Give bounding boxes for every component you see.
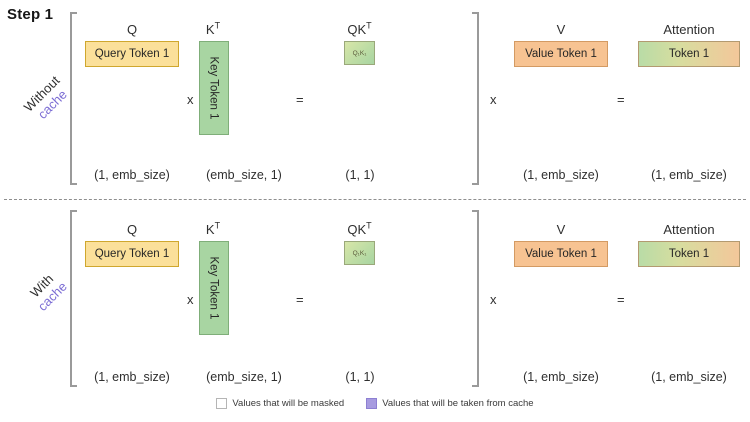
- matrix-q-header-top: Q: [126, 22, 138, 37]
- legend-item-masked: Values that will be masked: [216, 398, 344, 409]
- legend: Values that will be masked Values that w…: [0, 398, 750, 409]
- query-token-box-bottom: Query Token 1: [85, 241, 179, 267]
- matrix-v-header-bottom: V: [556, 222, 566, 237]
- attention-token-label-bottom: Token 1: [668, 248, 710, 260]
- qk-score-box-bottom: Q₁K₁: [344, 241, 375, 265]
- value-token-label-top: Value Token 1: [525, 48, 597, 60]
- matrix-kt-bottom: KT Key Token 1: [199, 220, 229, 335]
- matrix-v-header-top: V: [556, 22, 566, 37]
- matrix-q-bottom: Q Query Token 1: [85, 222, 179, 267]
- key-token-box-bottom: Key Token 1: [199, 241, 229, 335]
- value-token-box-top: Value Token 1: [514, 41, 608, 67]
- key-token-box-top: Key Token 1: [199, 41, 229, 135]
- operator-equals-1-top: =: [296, 92, 304, 107]
- value-token-label-bottom: Value Token 1: [525, 248, 597, 260]
- section-divider: [4, 199, 746, 200]
- qk-score-label-bottom: Q₁K₁: [352, 249, 367, 257]
- matrix-v-top: V Value Token 1: [514, 22, 608, 67]
- page-title: Step 1: [7, 6, 54, 23]
- value-token-box-bottom: Value Token 1: [514, 241, 608, 267]
- matrix-qkt-bottom: QKT Q₁K₁: [344, 220, 375, 265]
- matrix-v-bottom: V Value Token 1: [514, 222, 608, 267]
- bracket-right-qk-top: [472, 12, 479, 185]
- matrix-q-shape-top: (1, emb_size): [94, 168, 170, 182]
- matrix-qkt-header-bottom: QKT: [347, 220, 372, 237]
- legend-label-cache: Values that will be taken from cache: [382, 398, 534, 409]
- key-token-label-top: Key Token 1: [208, 56, 220, 120]
- matrix-kt-header-bottom: KT: [205, 220, 221, 237]
- matrix-kt-shape-top: (emb_size, 1): [206, 168, 282, 182]
- qk-score-label-top: Q₁K₁: [352, 49, 367, 57]
- matrix-attention-header-bottom: Attention: [663, 222, 715, 237]
- row-without-cache: Without cache Q Query Token 1 (1, emb_si…: [0, 0, 750, 196]
- matrix-kt-header-top: KT: [205, 20, 221, 37]
- operator-multiply-2-top: x: [490, 92, 497, 107]
- masked-swatch-icon: [216, 398, 228, 409]
- matrix-q-shape-bottom: (1, emb_size): [94, 370, 170, 384]
- attention-token-box-bottom: Token 1: [638, 241, 740, 267]
- query-token-label-top: Query Token 1: [94, 48, 170, 60]
- legend-label-masked: Values that will be masked: [232, 398, 345, 409]
- operator-equals-2-top: =: [617, 92, 625, 107]
- matrix-attention-top: Attention Token 1: [638, 22, 740, 67]
- attention-token-box-top: Token 1: [638, 41, 740, 67]
- matrix-q-header-bottom: Q: [126, 222, 138, 237]
- matrix-attention-shape-bottom: (1, emb_size): [651, 370, 727, 384]
- operator-equals-2-bottom: =: [617, 292, 625, 307]
- query-token-label-bottom: Query Token 1: [94, 248, 170, 260]
- bracket-right-qk-bottom: [472, 210, 479, 387]
- matrix-attention-bottom: Attention Token 1: [638, 222, 740, 267]
- legend-item-cache: Values that will be taken from cache: [366, 398, 534, 409]
- matrix-q-top: Q Query Token 1: [85, 22, 179, 67]
- key-token-label-bottom: Key Token 1: [208, 256, 220, 320]
- operator-multiply-1-bottom: x: [187, 292, 194, 307]
- matrix-qkt-shape-top: (1, 1): [345, 168, 375, 182]
- attention-token-label-top: Token 1: [668, 48, 710, 60]
- matrix-kt-shape-bottom: (emb_size, 1): [206, 370, 282, 384]
- operator-multiply-2-bottom: x: [490, 292, 497, 307]
- matrix-v-shape-bottom: (1, emb_size): [523, 370, 599, 384]
- operator-equals-1-bottom: =: [296, 292, 304, 307]
- qk-score-box-top: Q₁K₁: [344, 41, 375, 65]
- matrix-qkt-top: QKT Q₁K₁: [344, 20, 375, 65]
- operator-multiply-1-top: x: [187, 92, 194, 107]
- matrix-qkt-header-top: QKT: [347, 20, 372, 37]
- query-token-box-top: Query Token 1: [85, 41, 179, 67]
- matrix-v-shape-top: (1, emb_size): [523, 168, 599, 182]
- matrix-kt-top: KT Key Token 1: [199, 20, 229, 135]
- cache-swatch-icon: [366, 398, 378, 409]
- bracket-left-qk-bottom: [70, 210, 77, 387]
- matrix-attention-shape-top: (1, emb_size): [651, 168, 727, 182]
- matrix-attention-header-top: Attention: [663, 22, 715, 37]
- matrix-qkt-shape-bottom: (1, 1): [345, 370, 375, 384]
- bracket-left-qk-top: [70, 12, 77, 185]
- row-with-cache: With cache Q Query Token 1 (1, emb_size)…: [0, 202, 750, 394]
